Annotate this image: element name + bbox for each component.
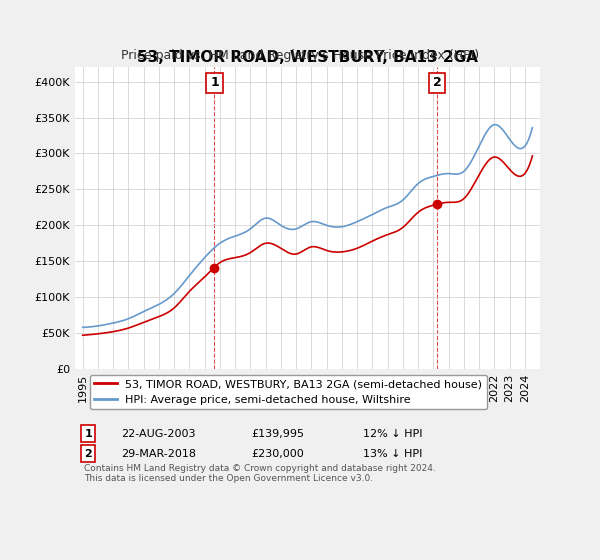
Text: 29-MAR-2018: 29-MAR-2018 [121, 449, 197, 459]
Text: 12% ↓ HPI: 12% ↓ HPI [364, 429, 423, 438]
Text: 1: 1 [84, 429, 92, 438]
Legend: 53, TIMOR ROAD, WESTBURY, BA13 2GA (semi-detached house), HPI: Average price, se: 53, TIMOR ROAD, WESTBURY, BA13 2GA (semi… [90, 375, 487, 409]
Title: 53, TIMOR ROAD, WESTBURY, BA13 2GA: 53, TIMOR ROAD, WESTBURY, BA13 2GA [137, 50, 478, 64]
Text: £139,995: £139,995 [252, 429, 305, 438]
Text: 1: 1 [210, 76, 219, 89]
Text: £230,000: £230,000 [252, 449, 304, 459]
Text: 13% ↓ HPI: 13% ↓ HPI [364, 449, 422, 459]
Text: 2: 2 [84, 449, 92, 459]
Text: 22-AUG-2003: 22-AUG-2003 [121, 429, 196, 438]
Text: Contains HM Land Registry data © Crown copyright and database right 2024.
This d: Contains HM Land Registry data © Crown c… [84, 464, 436, 483]
Text: Price paid vs. HM Land Registry's House Price Index (HPI): Price paid vs. HM Land Registry's House … [121, 49, 479, 62]
Text: 2: 2 [433, 76, 442, 89]
